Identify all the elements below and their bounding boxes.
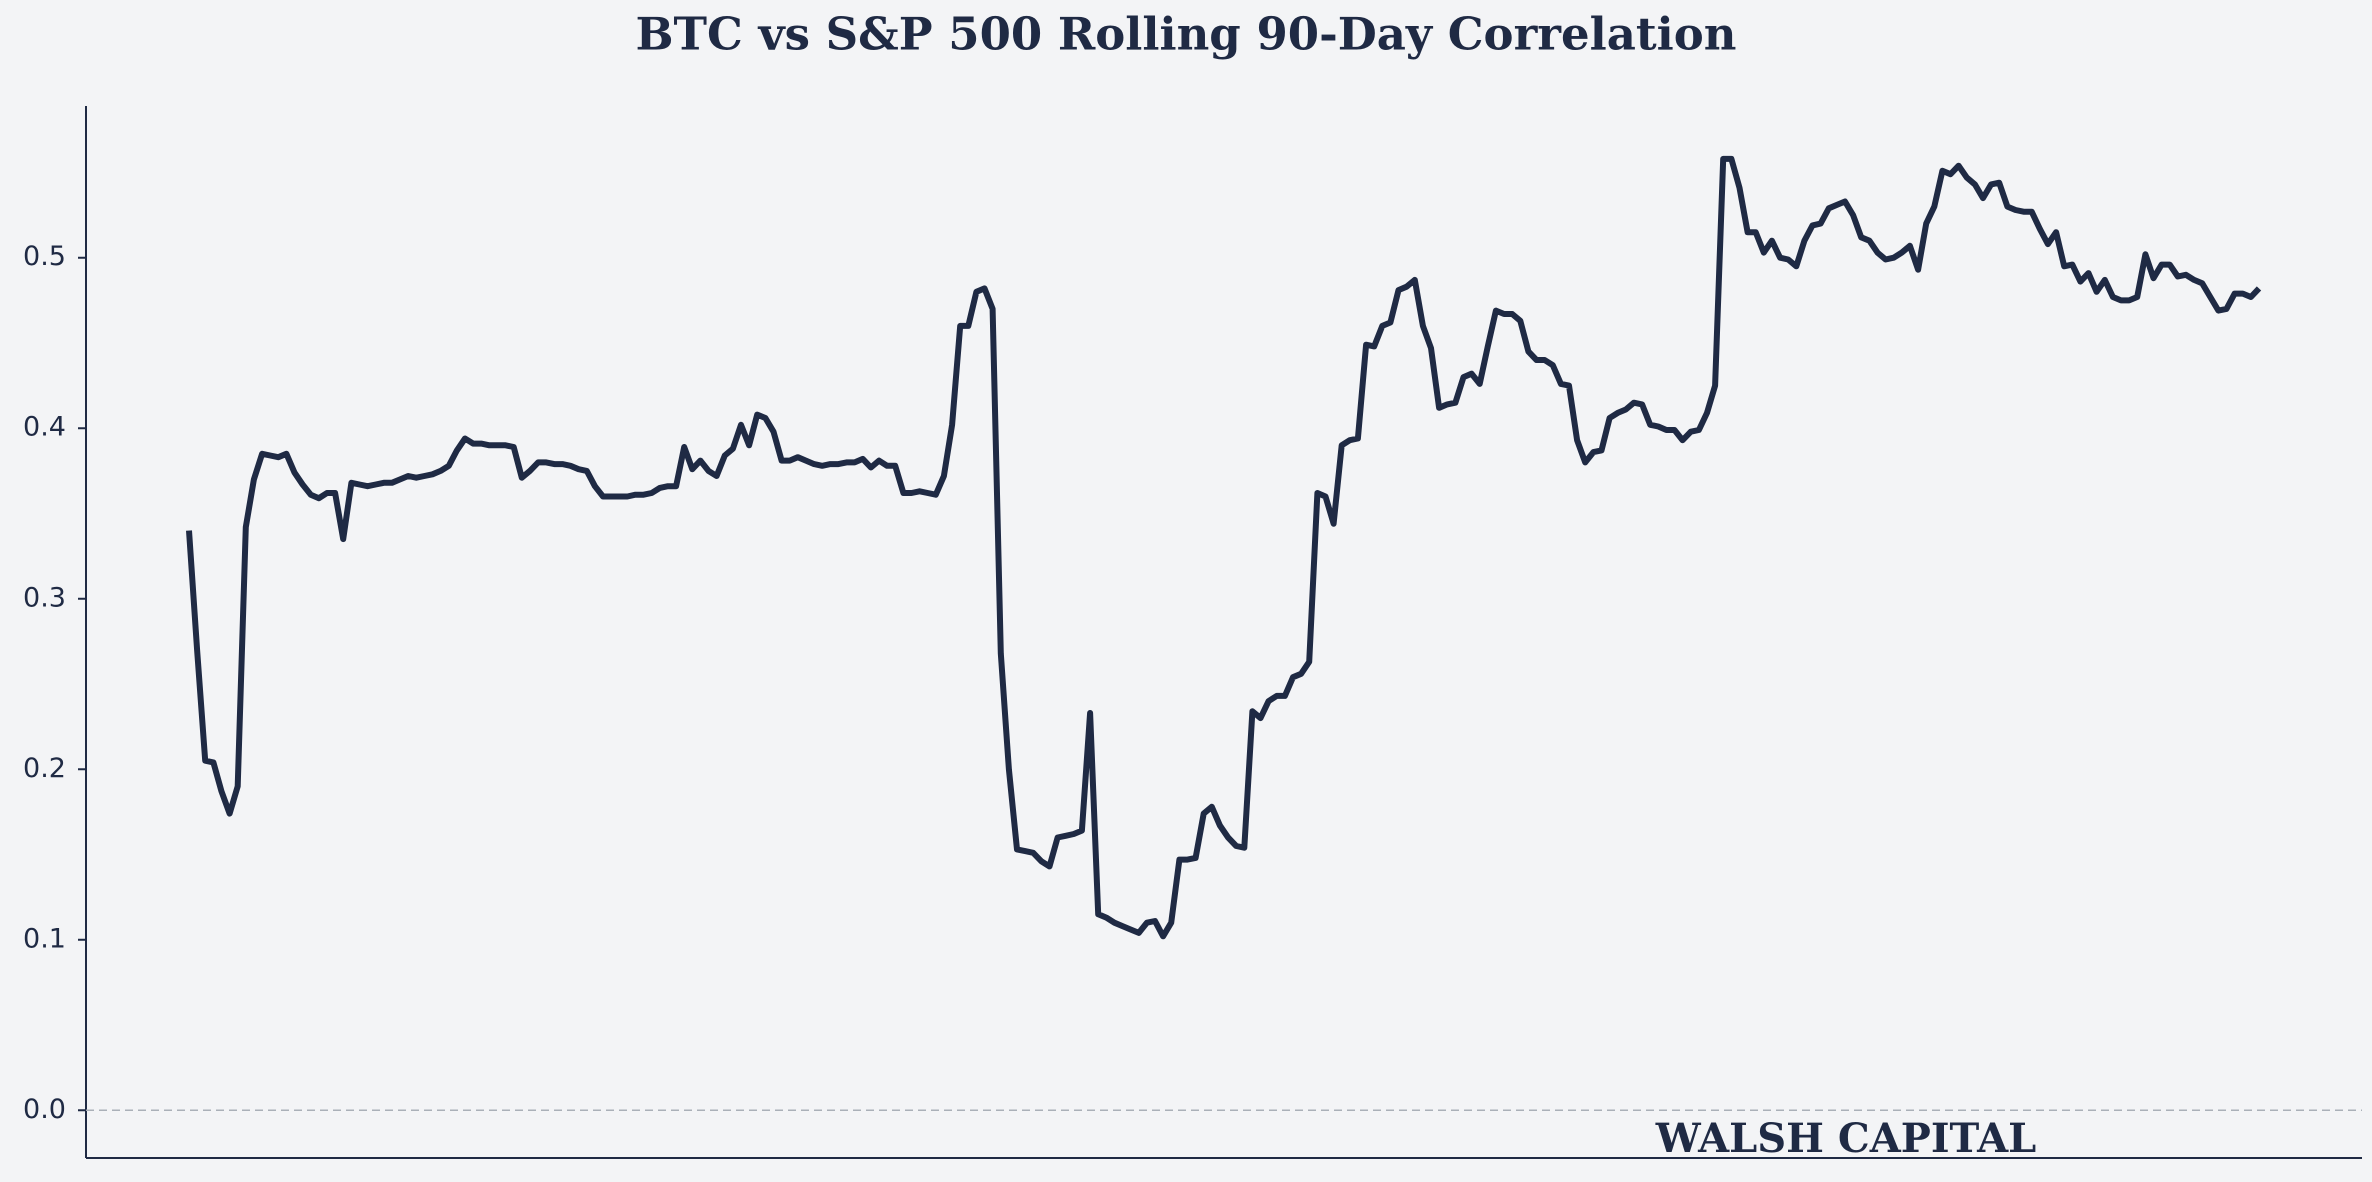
y-tick-label: 0.2 (23, 753, 66, 784)
y-tick-label: 0.0 (23, 1094, 66, 1125)
y-tick-label: 0.5 (23, 241, 66, 272)
watermark: WALSH CAPITAL (1655, 1115, 2037, 1162)
y-tick-label: 0.1 (23, 923, 66, 954)
chart-title: BTC vs S&P 500 Rolling 90-Day Correlatio… (636, 8, 1737, 61)
y-tick-label: 0.3 (23, 582, 66, 613)
y-tick-label: 0.4 (23, 412, 66, 443)
line-series (186, 155, 2262, 940)
